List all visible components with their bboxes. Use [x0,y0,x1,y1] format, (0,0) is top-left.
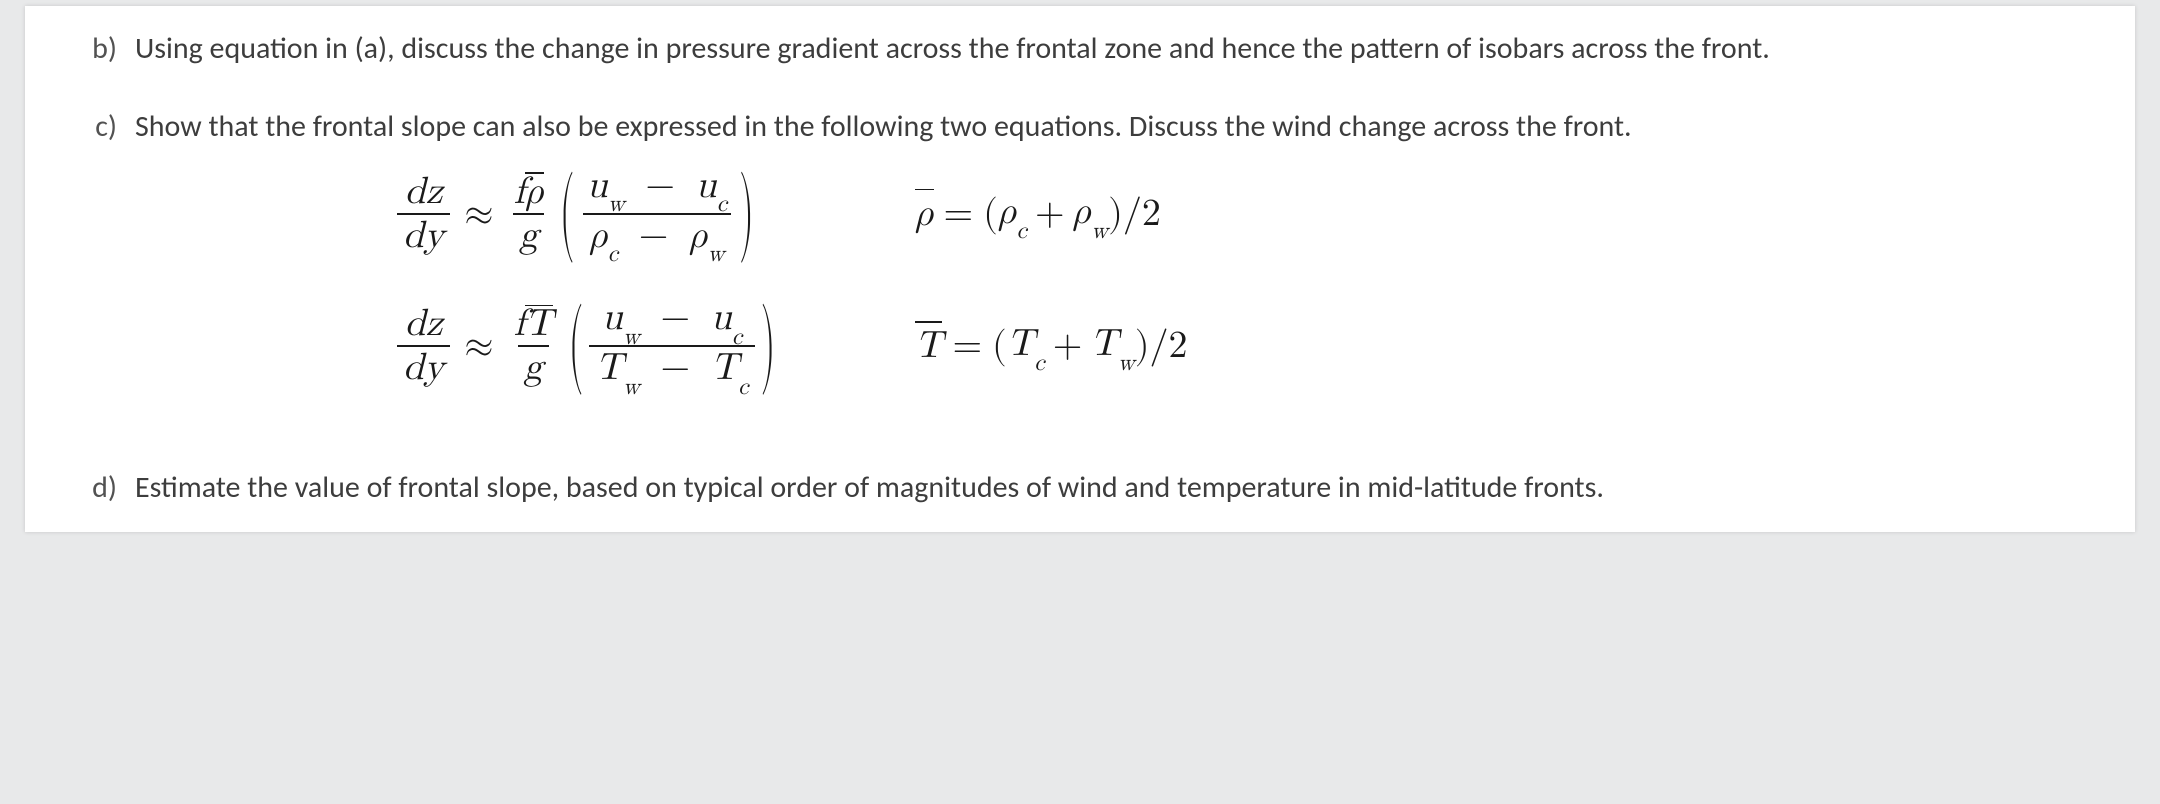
page: b) Using equation in (a), discuss the ch… [25,6,2135,532]
rparen-icon: ) [757,288,780,405]
equals-symbol: = [934,190,984,239]
lparen-icon: ( [565,288,588,405]
lparen-icon: ( [556,156,579,273]
item-body-c: Show that the frontal slope can also be … [135,108,2085,429]
eq1-uc: uc [696,167,728,205]
equation-1-lhs: dz dy ≈ fρ g ( [135,165,855,263]
item-text-c: Show that the frontal slope can also be … [135,108,2085,146]
equation-row-1: dz dy ≈ fρ g ( [135,165,2085,263]
def1-rhoc: ρc [998,188,1027,240]
approx-symbol: ≈ [452,190,505,239]
eq2-uc: uc [711,299,743,337]
minus-symbol: − [653,299,699,337]
eq1-rhow: ρw [689,217,725,255]
eq2-f: f [514,305,526,343]
minus-symbol: − [637,167,683,205]
def2-Tc: Tc [1007,320,1045,372]
eq1-rhoc: ρc [589,217,618,255]
def2-T-bar: T [915,322,942,371]
def1-rho-bar: ρ [915,190,934,239]
minus-symbol: − [631,217,677,255]
equation-2-lhs: dz dy ≈ fT g ( [135,297,855,395]
rparen-icon: ) [1108,190,1123,239]
eq1-uw: uw [587,167,625,205]
eq1-f: f [514,173,526,211]
rparen-icon: ) [735,156,758,273]
eq2-T-bar: T [525,305,552,343]
plus-symbol: + [1045,322,1091,371]
over-two: /2 [1150,322,1188,371]
equals-symbol: = [942,322,992,371]
lparen-icon: ( [983,190,998,239]
list-item-c: c) Show that the frontal slope can also … [75,108,2085,429]
eq2-dz: dz [399,303,449,345]
lparen-icon: ( [992,322,1007,371]
equation-2-definition: T = ( Tc + Tw ) /2 [855,320,1495,372]
def2-Tw: Tw [1090,320,1134,372]
eq2-dy: dy [397,345,450,389]
item-marker-c: c) [75,108,135,146]
eq1-rho-bar: ρ [525,173,544,211]
item-marker-b: b) [75,30,135,68]
eq1-dz: dz [399,171,449,213]
approx-symbol: ≈ [452,322,505,371]
list-item-d: d) Estimate the value of frontal slope, … [75,469,2085,507]
def1-rhow: ρw [1073,188,1109,240]
plus-symbol: + [1027,190,1073,239]
eq2-Tc: Tc [711,349,749,387]
rparen-icon: ) [1135,322,1150,371]
eq2-uw: uw [602,299,640,337]
equation-1-definition: ρ = ( ρc + ρw ) /2 [855,188,1495,240]
item-text-d: Estimate the value of frontal slope, bas… [135,469,2085,507]
item-text-b: Using equation in (a), discuss the chang… [135,30,2085,68]
list-item-b: b) Using equation in (a), discuss the ch… [75,30,2085,68]
eq2-g: g [518,345,549,389]
equation-block: dz dy ≈ fρ g ( [135,165,2085,396]
over-two: /2 [1123,190,1161,239]
eq1-g: g [513,213,544,257]
item-marker-d: d) [75,469,135,507]
eq2-Tw: Tw [595,349,639,387]
equation-row-2: dz dy ≈ fT g ( [135,297,2085,395]
minus-symbol: − [653,349,699,387]
eq1-dy: dy [397,213,450,257]
